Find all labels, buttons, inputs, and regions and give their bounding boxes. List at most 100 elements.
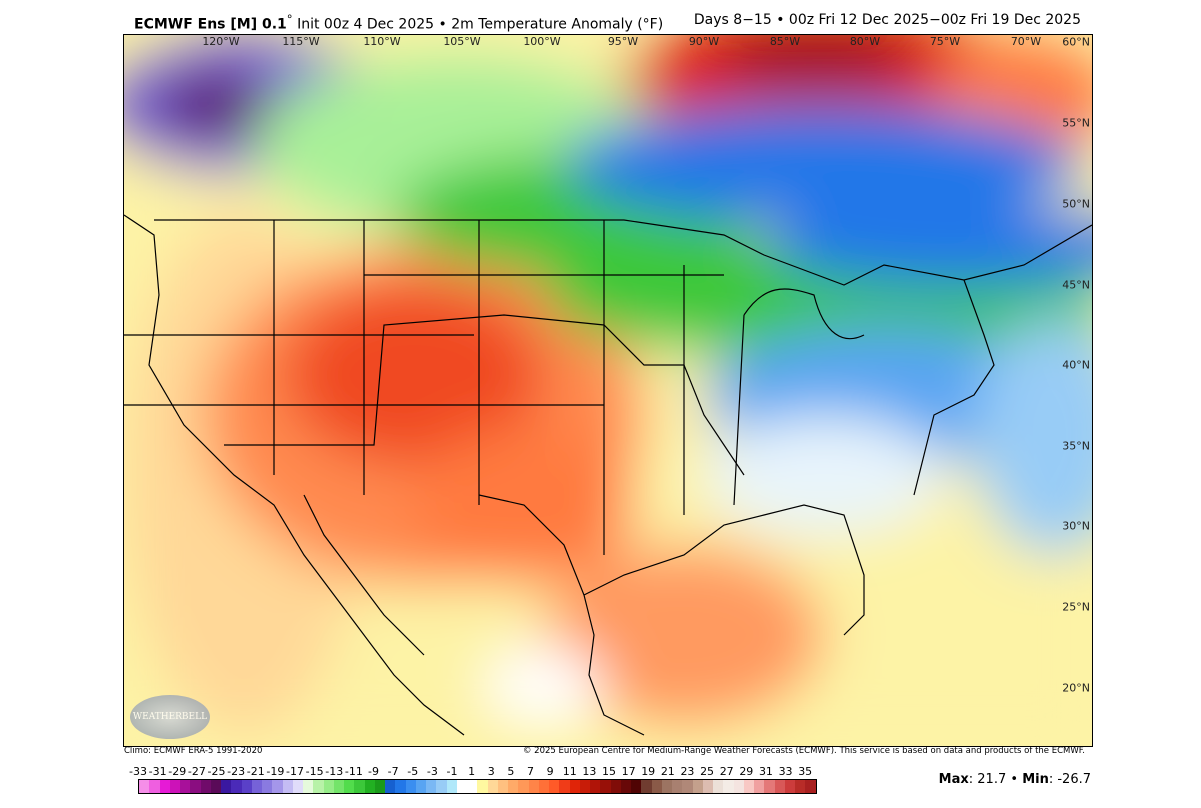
colorbar-label: 25 [700,765,715,778]
colorbar-cell [262,780,273,793]
colorbar-label: -13 [325,765,344,778]
colorbar-cell [600,780,611,793]
colorbar-label: 1 [468,765,476,778]
colorbar-cell [590,780,601,793]
degree-symbol: ° [286,12,293,26]
colorbar-label: 33 [778,765,793,778]
colorbar-label: 13 [582,765,597,778]
lon-label: 115°W [282,35,320,48]
colorbar-cell [795,780,806,793]
colorbar-label: -23 [227,765,246,778]
lat-label: 40°N [1062,358,1090,372]
colorbar-cell [610,780,621,793]
colorbar-cell [415,780,426,793]
colorbar-cell [210,780,221,793]
colorbar-label: -7 [387,765,399,778]
colorbar-cell [333,780,344,793]
colorbar-label: -21 [246,765,265,778]
colorbar-label: 9 [546,765,554,778]
colorbar-cell [313,780,324,793]
colorbar-cell [774,780,785,793]
colorbar-label: 11 [562,765,577,778]
colorbar-cell [467,780,478,793]
min-value: -26.7 [1057,772,1091,787]
colorbar-cell [200,780,211,793]
colorbar-cell [221,780,232,793]
lon-label: 105°W [443,35,481,48]
colorbar-cell [456,780,467,793]
colorbar-cell [426,780,437,793]
colorbar-cell [251,780,262,793]
colorbar-label: 23 [680,765,695,778]
colorbar-cell [241,780,252,793]
colorbar-cell [446,780,457,793]
colorbar-labels: -33 -31 -29 -27 -25 -23 -21 -19 -17 -15 -13 -11 -9 -7… [125,765,825,779]
lon-label: 70°W [1010,35,1042,48]
boundaries [124,214,1092,736]
field-name: 2m Temperature Anomaly (°F) [451,16,664,33]
colorbar-label: -1 [446,765,458,778]
colorbar-cell [169,780,180,793]
colorbar-label: 35 [798,765,813,778]
colorbar-cell [661,780,672,793]
colorbar-label: 15 [601,765,616,778]
colorbar-cell [641,780,652,793]
colorbar-cell [354,780,365,793]
colorbar-cell [364,780,375,793]
colorbar-cell [272,780,283,793]
lat-label: 60°N [1062,35,1090,49]
lon-label: 90°W [688,35,720,48]
lon-label: 95°W [607,35,639,48]
colorbar-cell [569,780,580,793]
colorbar-cell [180,780,191,793]
anomaly-field [124,35,1092,746]
colorbar-cell [651,780,662,793]
colorbar-cell [672,780,683,793]
colorbar-cell [713,780,724,793]
colorbar-cell [323,780,334,793]
colorbar-label: 5 [507,765,515,778]
colorbar-label: 3 [487,765,495,778]
colorbar-label: -19 [266,765,285,778]
colorbar-label: -25 [207,765,226,778]
colorbar-label: -15 [305,765,324,778]
shading [124,35,1092,746]
colorbar-cell [733,780,744,793]
separator: • [438,16,447,33]
colorbar-label: -3 [426,765,438,778]
lon-label: 110°W [363,35,401,48]
colorbar-label: -31 [148,765,167,778]
lon-label: 120°W [202,35,240,48]
colorbar-label: -33 [129,765,147,778]
lon-label: 100°W [523,35,561,48]
anomaly-map[interactable]: 120°W 115°W 110°W 105°W 100°W 95°W 90°W … [123,34,1093,747]
colorbar-cell [231,780,242,793]
weatherbell-logo: WEATHERBELL [130,695,210,739]
colorbar-cell [743,780,754,793]
colorbar [138,779,817,794]
colorbar-cell [436,780,447,793]
colorbar-cell [702,780,713,793]
colorbar-cell [487,780,498,793]
lat-label: 35°N [1062,439,1090,453]
max-value: 21.7 [977,772,1007,787]
colorbar-cell [477,780,488,793]
lat-label: 55°N [1062,116,1090,130]
colorbar-label: 17 [621,765,636,778]
colorbar-cell [149,780,160,793]
lon-label: 85°W [769,35,801,48]
max-label: Max [938,772,969,787]
colorbar-label: 7 [526,765,534,778]
chart-title: ECMWF Ens [M] 0.1° Init 00z 4 Dec 2025 •… [134,12,663,33]
lat-label: 25°N [1062,600,1090,614]
copyright: © 2025 European Centre for Medium-Range … [522,746,1085,756]
colorbar-cell [374,780,385,793]
colorbar-cell [303,780,314,793]
colorbar-cell [692,780,703,793]
colorbar-cell [559,780,570,793]
colorbar-label: -27 [187,765,206,778]
colorbar-cell [723,780,734,793]
min-label: Min [1022,772,1049,787]
lat-label: 50°N [1062,197,1090,211]
lat-label: 30°N [1062,519,1090,533]
